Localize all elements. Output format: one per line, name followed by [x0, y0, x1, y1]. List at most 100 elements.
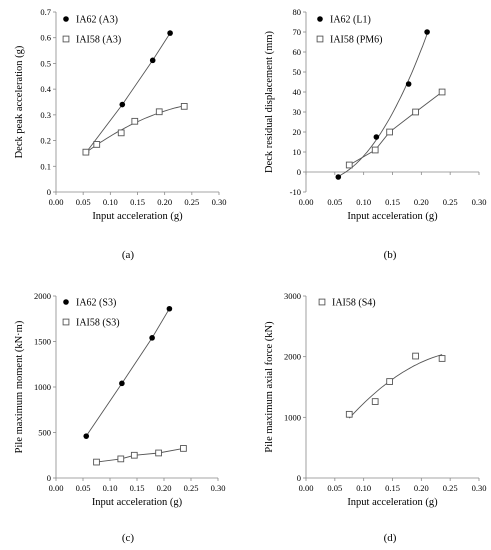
series-line [85, 308, 170, 437]
y-axis-label: Deck peak acceleration (g) [14, 45, 25, 158]
data-point [117, 129, 125, 137]
y-tick-label: 0.6 [40, 33, 51, 43]
x-tick-label: 0.20 [414, 197, 429, 207]
y-tick-label: 0.5 [40, 58, 51, 68]
data-point [180, 445, 187, 452]
x-tick-label: 0.05 [327, 197, 342, 207]
panel-label: (d) [384, 532, 397, 544]
series-line [338, 33, 428, 177]
y-tick-label: 80 [293, 7, 302, 17]
y-tick-label: 10 [293, 147, 302, 157]
data-point [371, 398, 379, 405]
legend-entry: IAI58 (A3) [76, 35, 121, 46]
y-tick-label: 0 [297, 473, 301, 483]
y-axis-label: Pile maximum axial force (kN) [264, 321, 275, 453]
data-point [167, 30, 173, 36]
x-tick-label: 0.20 [157, 483, 172, 493]
x-tick-label: 0.10 [356, 483, 371, 493]
x-tick-label: 0.30 [472, 197, 487, 207]
data-point [373, 134, 380, 140]
data-point [438, 88, 446, 96]
y-tick-label: 2000 [284, 352, 301, 362]
chart-panel-4: 0.00 0.05 0.10 0.15 0.20 0.25 0.30 0 1000 2000 300… [264, 291, 486, 544]
x-tick-label: 0.25 [443, 483, 458, 493]
x-tick-label: 0.20 [414, 483, 429, 493]
y-tick-label: 70 [293, 27, 302, 37]
legend-marker [318, 298, 326, 306]
data-point [82, 148, 90, 156]
x-tick-label: 0.05 [76, 483, 91, 493]
x-tick-label: 0.00 [299, 197, 314, 207]
y-tick-label: 1500 [34, 337, 51, 347]
data-point [119, 101, 126, 108]
series-line [96, 447, 184, 463]
y-tick-label: 3000 [284, 291, 301, 301]
x-axis-label: Input acceleration (g) [347, 497, 438, 508]
y-tick-label: 0.3 [40, 110, 51, 120]
legend-entry: IAI58 (S4) [332, 298, 376, 309]
legend-marker [62, 35, 70, 43]
y-tick-label: 0 [47, 473, 51, 483]
x-tick-label: 0.30 [472, 483, 487, 493]
data-point [345, 161, 353, 169]
data-point [371, 146, 379, 154]
data-point [438, 355, 446, 362]
data-point [345, 410, 353, 418]
y-tick-label: 0 [297, 167, 301, 177]
x-tick-label: 0.00 [49, 483, 64, 493]
series-line [86, 32, 171, 153]
y-tick-label: 0.4 [40, 84, 51, 94]
series-line [85, 105, 185, 153]
x-tick-label: 0.15 [385, 197, 400, 207]
legend-marker [63, 16, 69, 22]
legend-entry: IA62 (L1) [330, 15, 371, 26]
y-tick-label: 0.7 [40, 7, 51, 17]
series-line [349, 91, 443, 166]
y-tick-label: -10 [290, 187, 301, 197]
data-point [335, 174, 342, 180]
x-tick-label: 0.05 [327, 483, 342, 493]
data-point [424, 29, 430, 35]
x-tick-label: 0.15 [130, 483, 145, 493]
y-axis-label: Pile maximum moment (kN·m) [14, 320, 25, 453]
legend-entry: IAI58 (PM6) [330, 35, 383, 46]
chart-panel-2: 0.00 0.05 0.10 0.15 0.20 0.25 0.30 -10 0 10 20 30 40… [264, 7, 486, 261]
x-tick-label: 0.10 [103, 483, 118, 493]
y-tick-label: 0.1 [40, 161, 51, 171]
data-point [131, 117, 139, 125]
data-point [155, 108, 163, 116]
panel-label: (b) [384, 249, 397, 261]
data-point [149, 335, 155, 341]
data-point [83, 433, 90, 439]
data-point [412, 352, 419, 360]
data-point [166, 305, 173, 312]
x-tick-label: 0.30 [212, 197, 227, 207]
x-tick-label: 0.30 [211, 483, 226, 493]
legend-marker [317, 16, 323, 22]
data-point [130, 451, 138, 459]
y-axis-label: Deck residual displacement (mm) [264, 31, 275, 173]
data-point [386, 378, 393, 385]
data-point [155, 449, 162, 457]
x-axis-label: Input acceleration (g) [92, 497, 183, 508]
legend-marker [316, 35, 324, 43]
y-tick-label: 30 [293, 107, 302, 117]
series-line [348, 354, 443, 419]
data-point [386, 128, 393, 136]
x-tick-label: 0.10 [356, 197, 371, 207]
y-tick-label: 20 [293, 127, 302, 137]
data-point [149, 57, 156, 64]
y-tick-label: 0 [47, 187, 51, 197]
legend-marker [62, 318, 70, 326]
x-tick-label: 0.25 [443, 197, 458, 207]
y-tick-label: 50 [293, 67, 302, 77]
x-tick-label: 0.10 [103, 197, 118, 207]
data-point [93, 458, 100, 466]
x-tick-label: 0.00 [49, 197, 64, 207]
y-tick-label: 2000 [34, 291, 51, 301]
data-point [180, 103, 188, 110]
panel-label: (a) [122, 249, 135, 261]
x-tick-label: 0.05 [76, 197, 91, 207]
legend-entry: IA62 (S3) [76, 298, 116, 309]
